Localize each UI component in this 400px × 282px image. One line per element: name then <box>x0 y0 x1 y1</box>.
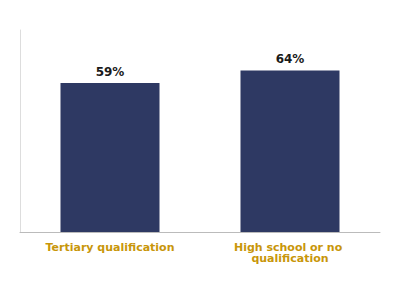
svg-text:qualification: qualification <box>251 252 328 265</box>
svg-text:Tertiary qualification: Tertiary qualification <box>46 241 175 254</box>
svg-text:High school or no: High school or no <box>233 241 347 254</box>
svg-text:64%: 64% <box>276 52 305 66</box>
svg-text:59%: 59% <box>96 65 125 79</box>
